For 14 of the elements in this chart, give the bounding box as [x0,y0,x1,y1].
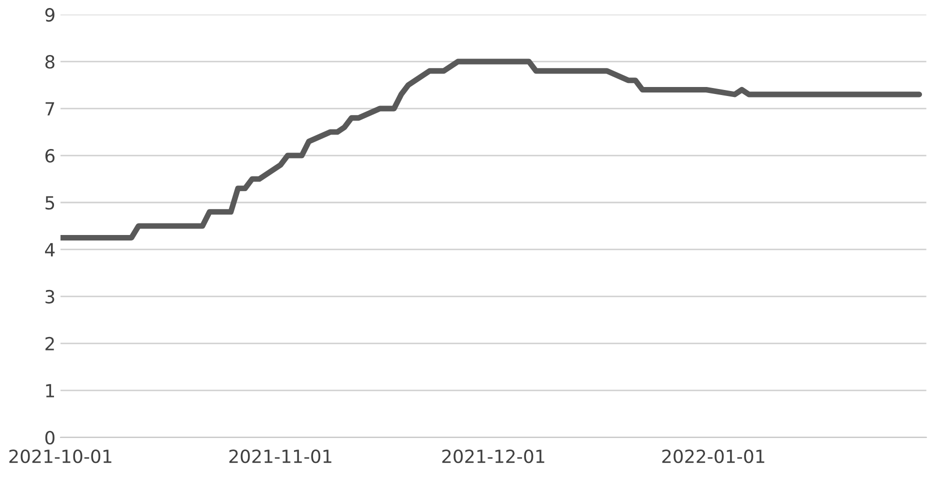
y-tick-label: 4 [45,243,55,256]
y-tick-label: 5 [46,196,54,210]
x-tick-label: 2021-12-01 [442,450,544,464]
y-tick-label: 3 [46,290,54,304]
y-tick-label: 7 [46,102,54,116]
x-tick-label: 2022-01-01 [662,450,764,464]
y-tick-label: 0 [45,430,54,445]
y-tick-label: 1 [46,384,54,398]
x-tick-label: 2021-11-01 [229,450,332,464]
y-tick-label: 8 [45,55,54,69]
x-tick-label: 2021-10-01 [9,450,112,464]
y-tick-label: 6 [45,148,55,163]
y-tick-label: 2 [45,336,54,350]
y-tick-label: 9 [45,8,54,22]
